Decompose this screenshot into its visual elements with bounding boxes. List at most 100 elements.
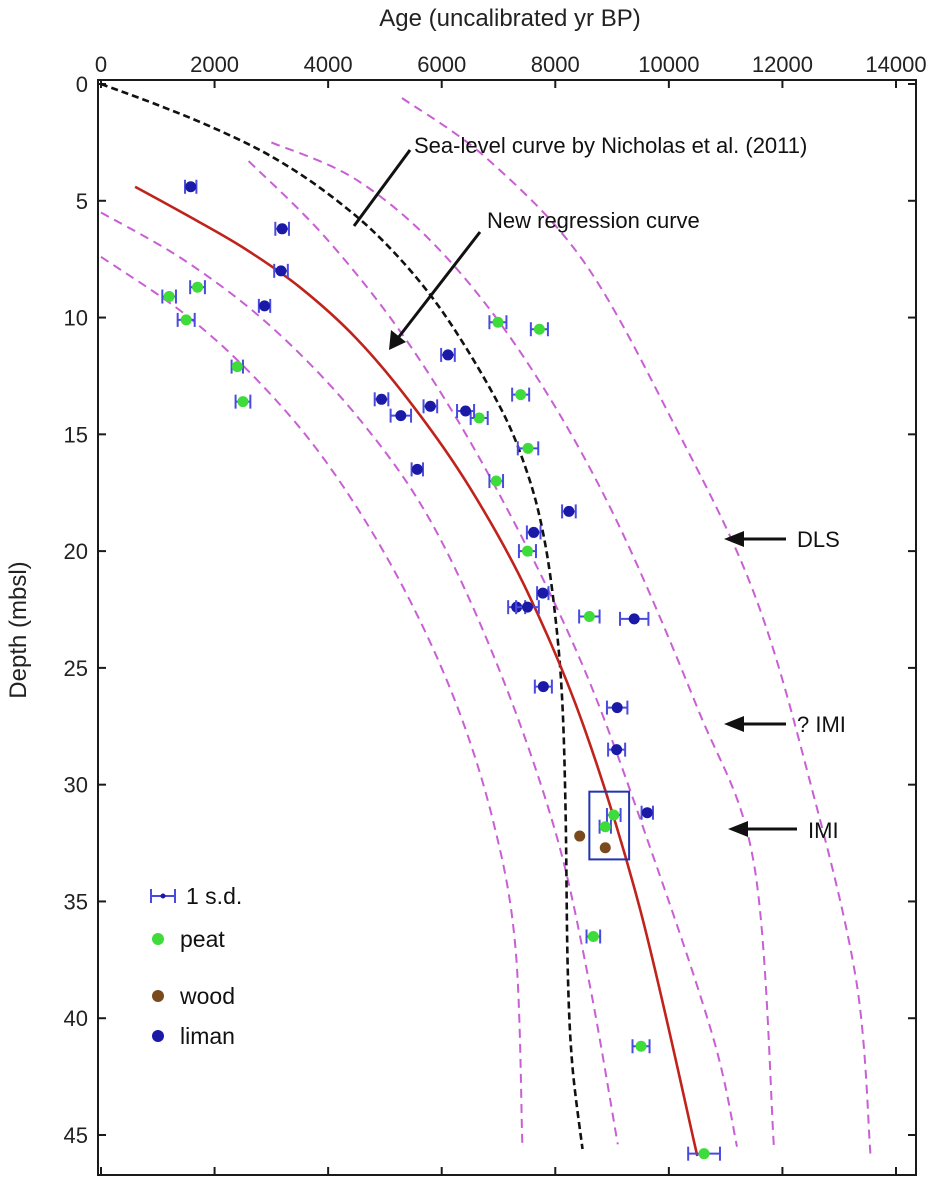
peat-marker <box>521 545 533 557</box>
x-tick-label: 6000 <box>417 52 466 77</box>
y-tick-label: 45 <box>64 1123 88 1148</box>
peat-point-13 <box>578 609 601 624</box>
peat-point-10 <box>516 441 540 456</box>
highlight-box <box>588 790 631 861</box>
bound-curve-1 <box>100 255 524 1147</box>
bound-curve-4 <box>271 141 775 1147</box>
wood-point-1 <box>574 830 586 842</box>
liman-marker <box>641 807 653 819</box>
liman-marker <box>411 463 423 475</box>
liman-point-4 <box>257 298 272 313</box>
liman-marker <box>537 681 549 693</box>
liman-marker <box>442 349 454 361</box>
liman-point-16 <box>619 611 650 626</box>
peat-point-14 <box>605 808 622 823</box>
peat-marker <box>473 412 485 424</box>
liman-point-18 <box>605 700 629 715</box>
legend-liman-marker <box>152 1030 164 1042</box>
liman-point-19 <box>607 742 627 757</box>
liman-point-17 <box>533 679 553 694</box>
liman-point-12 <box>525 525 542 540</box>
annotation-dls-label: DLS <box>797 527 840 552</box>
peat-point-1 <box>161 289 177 304</box>
peat-point-18 <box>687 1146 721 1161</box>
peat-point-6 <box>488 315 508 330</box>
plot-frame <box>97 79 917 1176</box>
liman-marker <box>628 613 640 625</box>
liman-marker <box>275 265 287 277</box>
legend-sd-symbol <box>150 889 176 903</box>
legend-peat-marker <box>152 933 164 945</box>
wood-marker <box>574 830 586 842</box>
x-axis-title: Age (uncalibrated yr BP) <box>379 5 640 32</box>
wood-point-2 <box>599 842 611 854</box>
peat-point-11 <box>488 474 505 489</box>
peat-point-3 <box>176 312 196 327</box>
annotation-dls: DLS <box>724 527 840 552</box>
liman-point-3 <box>273 263 289 278</box>
peat-marker <box>599 821 611 833</box>
peat-marker <box>192 281 204 293</box>
arrowhead-imi-uncertain <box>724 716 744 732</box>
x-tick-label: 14000 <box>865 52 926 77</box>
peat-point-15 <box>598 819 612 834</box>
liman-marker <box>460 405 472 417</box>
liman-marker <box>528 526 540 538</box>
y-tick-label: 5 <box>76 189 88 214</box>
liman-marker <box>424 400 436 412</box>
bound-curve-3 <box>247 160 738 1147</box>
y-tick-label: 40 <box>64 1006 88 1031</box>
liman-point-10 <box>410 462 424 477</box>
annotation-imi-uncertain-label: ? IMI <box>797 712 846 737</box>
peat-point-12 <box>517 544 537 559</box>
axis-ticks: 0 2000 4000 6000 8000 10000 12000 14000 0 5 10 15 20… <box>64 52 927 1175</box>
y-tick-label: 25 <box>64 656 88 681</box>
bound-curve-2 <box>100 211 619 1145</box>
peat-point-9 <box>469 410 489 425</box>
confidence-bound-curves <box>100 97 872 1154</box>
arrowhead-imi <box>728 821 748 837</box>
legend-peat-label: peat <box>180 926 225 952</box>
peat-point-17 <box>631 1039 651 1054</box>
peat-point-5 <box>234 394 252 409</box>
liman-marker <box>611 702 623 714</box>
arrow-line-nicholas <box>352 149 412 227</box>
annotation-nicholas: Sea-level curve by Nicholas et al. (2011… <box>352 133 807 227</box>
peat-point-4 <box>230 359 244 374</box>
liman-marker <box>376 393 388 405</box>
y-tick-label: 30 <box>64 773 88 798</box>
liman-marker <box>259 300 271 312</box>
peat-marker <box>163 291 175 303</box>
arrowhead-regression <box>389 330 406 350</box>
x-tick-label: 2000 <box>190 52 239 77</box>
arrowhead-dls <box>724 531 744 547</box>
liman-point-15 <box>515 600 540 615</box>
peat-marker <box>490 475 502 487</box>
liman-marker <box>395 410 407 422</box>
annotation-imi-uncertain: ? IMI <box>724 712 846 737</box>
x-tick-label: 4000 <box>304 52 353 77</box>
peat-marker <box>515 389 527 401</box>
liman-point-6 <box>373 392 390 407</box>
y-tick-label: 10 <box>64 306 88 331</box>
peat-marker <box>492 316 504 328</box>
legend: 1 s.d. peat wood liman <box>150 883 242 1049</box>
peat-marker <box>180 314 192 326</box>
annotation-regression-label: New regression curve <box>487 208 700 233</box>
annotation-imi-label: IMI <box>808 818 839 843</box>
liman-point-2 <box>274 221 290 236</box>
liman-marker <box>563 505 575 517</box>
liman-point-13 <box>536 586 550 601</box>
liman-point-11 <box>561 504 577 519</box>
peat-marker <box>231 361 243 373</box>
liman-marker <box>611 744 623 756</box>
peat-marker <box>583 611 595 623</box>
peat-point-8 <box>511 387 531 402</box>
liman-point-9 <box>456 403 476 418</box>
liman-point-7 <box>389 408 413 423</box>
legend-wood-marker <box>152 990 164 1002</box>
liman-point-1 <box>184 179 198 194</box>
peat-marker <box>608 809 620 821</box>
peat-point-7 <box>529 322 549 337</box>
liman-marker <box>276 223 288 235</box>
